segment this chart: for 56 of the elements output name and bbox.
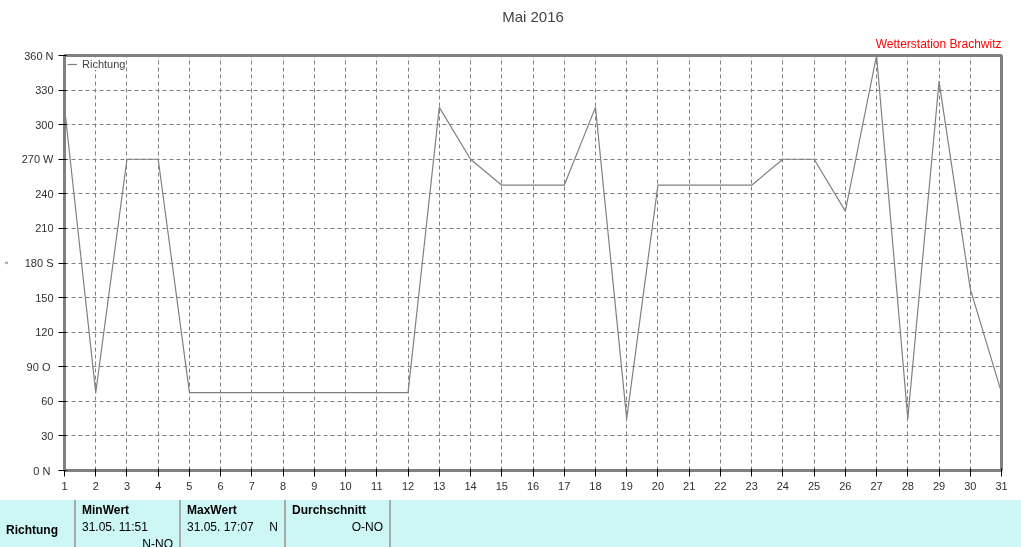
text: Durchschnitt xyxy=(292,503,367,517)
x-tick-label: 29 xyxy=(932,479,946,492)
text: N xyxy=(269,519,278,537)
x-tick-label: 24 xyxy=(776,479,789,492)
y-tick-label: 150 xyxy=(35,291,54,304)
x-tick-label: 20 xyxy=(651,479,665,492)
text: MaxWert xyxy=(187,503,237,517)
y-tick-label: 120 xyxy=(35,326,54,339)
x-tick-label: 31 xyxy=(995,479,1008,492)
x-tick-label: 19 xyxy=(620,479,633,492)
x-tick-label: 26 xyxy=(839,479,852,492)
y-axis-title: ° xyxy=(3,260,14,265)
x-tick-label: 8 xyxy=(280,479,287,492)
x-tick-label: 30 xyxy=(964,479,977,492)
x-tick-label: 18 xyxy=(589,479,602,492)
x-tick-label: 28 xyxy=(901,479,914,492)
x-tick-label: 5 xyxy=(186,479,193,492)
text: 31.05. 17:07 xyxy=(187,520,254,535)
x-tick-label: 4 xyxy=(155,479,162,492)
y-tick-label: 330 xyxy=(35,84,54,97)
x-tick-label: 13 xyxy=(433,479,446,492)
x-tick-label: 2 xyxy=(92,479,99,492)
y-tick-label: 30 xyxy=(41,429,54,442)
x-tick-label: 10 xyxy=(339,479,352,492)
x-tick-label: 7 xyxy=(248,479,255,492)
text: Richtung xyxy=(6,523,58,537)
y-tick-label: 270 W xyxy=(21,153,55,166)
y-tick-label: 60 xyxy=(41,395,54,408)
text: Wetterstation Brachwitz xyxy=(875,36,1002,51)
x-tick-label: 22 xyxy=(714,479,727,492)
x-tick-label: 17 xyxy=(558,479,571,492)
x-tick-label: 16 xyxy=(526,479,540,492)
y-tick-label: 240 xyxy=(35,187,54,200)
chart-title: Mai 2016 xyxy=(502,7,564,25)
y-tick-label: 360 N xyxy=(24,49,54,62)
x-tick-label: 12 xyxy=(401,479,415,492)
y-tick-label: 0 N xyxy=(33,464,51,477)
x-tick-label: 1 xyxy=(61,479,68,492)
text: 31.05. 11:51 xyxy=(82,520,148,535)
y-tick-label: 210 xyxy=(35,222,54,235)
x-tick-label: 21 xyxy=(683,479,696,492)
x-tick-label: 3 xyxy=(123,479,131,492)
x-tick-label: 27 xyxy=(870,479,883,492)
x-tick-label: 9 xyxy=(311,479,318,492)
x-tick-label: 15 xyxy=(495,479,508,492)
x-tick-label: 11 xyxy=(371,479,383,492)
text: O-NO xyxy=(351,519,383,537)
text: MinWert xyxy=(82,503,130,517)
x-tick-label: 25 xyxy=(807,479,821,492)
y-tick-label: 300 xyxy=(35,118,54,131)
x-tick-label: 14 xyxy=(464,479,477,492)
legend-label: Richtung xyxy=(82,58,126,70)
x-tick-label: 6 xyxy=(217,479,224,492)
y-tick-label: 180 S xyxy=(24,257,54,269)
x-tick-label: 23 xyxy=(745,479,758,492)
y-tick-label: 90 O xyxy=(26,360,51,373)
